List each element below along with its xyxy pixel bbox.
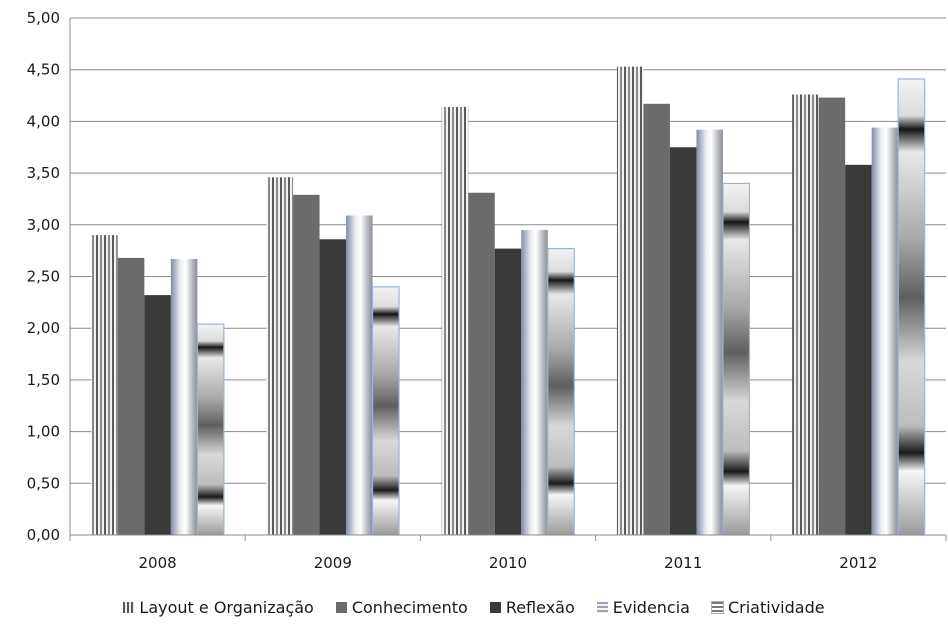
bar-layout-e-organiza-o	[91, 235, 118, 535]
bar-reflex-o	[669, 147, 697, 535]
legend-swatch	[596, 602, 608, 613]
legend-swatch	[335, 602, 347, 613]
legend-item: Evidencia	[596, 598, 690, 617]
y-tick-label: 1,50	[27, 371, 60, 389]
x-tick-label: 2011	[664, 554, 702, 572]
y-tick-label: 4,50	[27, 61, 60, 79]
bar-layout-e-organiza-o	[266, 177, 294, 535]
bar-criatividade	[897, 78, 926, 536]
x-tick-label: 2010	[489, 554, 527, 572]
bar-criatividade	[547, 247, 575, 536]
bar-criatividade	[196, 323, 225, 536]
bar-evidencia	[170, 258, 198, 535]
bar-layout-e-organiza-o	[441, 106, 469, 535]
bar-conhecimento	[293, 194, 320, 535]
bar-reflex-o	[845, 164, 872, 535]
legend-label: Reflexão	[505, 598, 575, 617]
legend-swatch	[489, 602, 501, 613]
legend: Layout e Organização Conhecimento Reflexão…	[0, 598, 948, 617]
bar-conhecimento	[468, 192, 495, 535]
y-tick-label: 4,00	[27, 112, 60, 130]
legend-label: Conhecimento	[351, 598, 468, 617]
bar-layout-e-organiza-o	[792, 94, 819, 536]
legend-label: Layout e Organização	[139, 598, 314, 617]
bar-evidencia	[521, 229, 548, 535]
y-tick-label: 1,00	[27, 423, 60, 441]
legend-label: Evidencia	[612, 598, 690, 617]
legend-item: Reflexão	[489, 598, 575, 617]
legend-swatch	[710, 601, 724, 614]
legend-label: Criatividade	[727, 598, 825, 617]
bar-chart: 0,00 0,50 1,00 1,50 2,00 2,50 3,00 3,50 4,00 4,50…	[27, 9, 947, 572]
legend-swatch	[123, 602, 135, 613]
x-tick-label: 2008	[139, 554, 177, 572]
legend-item: Conhecimento	[335, 598, 468, 617]
bar-evidencia	[346, 215, 373, 535]
bar-reflex-o	[144, 295, 171, 535]
y-tick-label: 2,00	[27, 319, 60, 337]
bar-conhecimento	[818, 97, 846, 536]
x-tick-label: 2009	[314, 554, 352, 572]
y-tick-label: 3,00	[27, 216, 60, 234]
bar-reflex-o	[494, 248, 522, 535]
y-tick-label: 3,50	[27, 164, 60, 182]
bar-evidencia	[871, 127, 899, 535]
bar-conhecimento	[117, 257, 145, 535]
legend-item: Criatividade	[710, 598, 825, 617]
bar-conhecimento	[643, 103, 670, 536]
bar-evidencia	[696, 129, 723, 535]
bar-criatividade	[371, 286, 400, 536]
y-tick-label: 0,50	[27, 474, 60, 492]
bar-criatividade	[722, 182, 751, 536]
y-tick-label: 2,50	[27, 268, 60, 286]
bar-layout-e-organiza-o	[616, 66, 644, 536]
y-tick-label: 0,00	[27, 526, 60, 544]
bar-reflex-o	[319, 239, 347, 535]
y-tick-label: 5,00	[27, 9, 60, 27]
x-tick-label: 2012	[839, 554, 877, 572]
legend-item: Layout e Organização	[123, 598, 314, 617]
